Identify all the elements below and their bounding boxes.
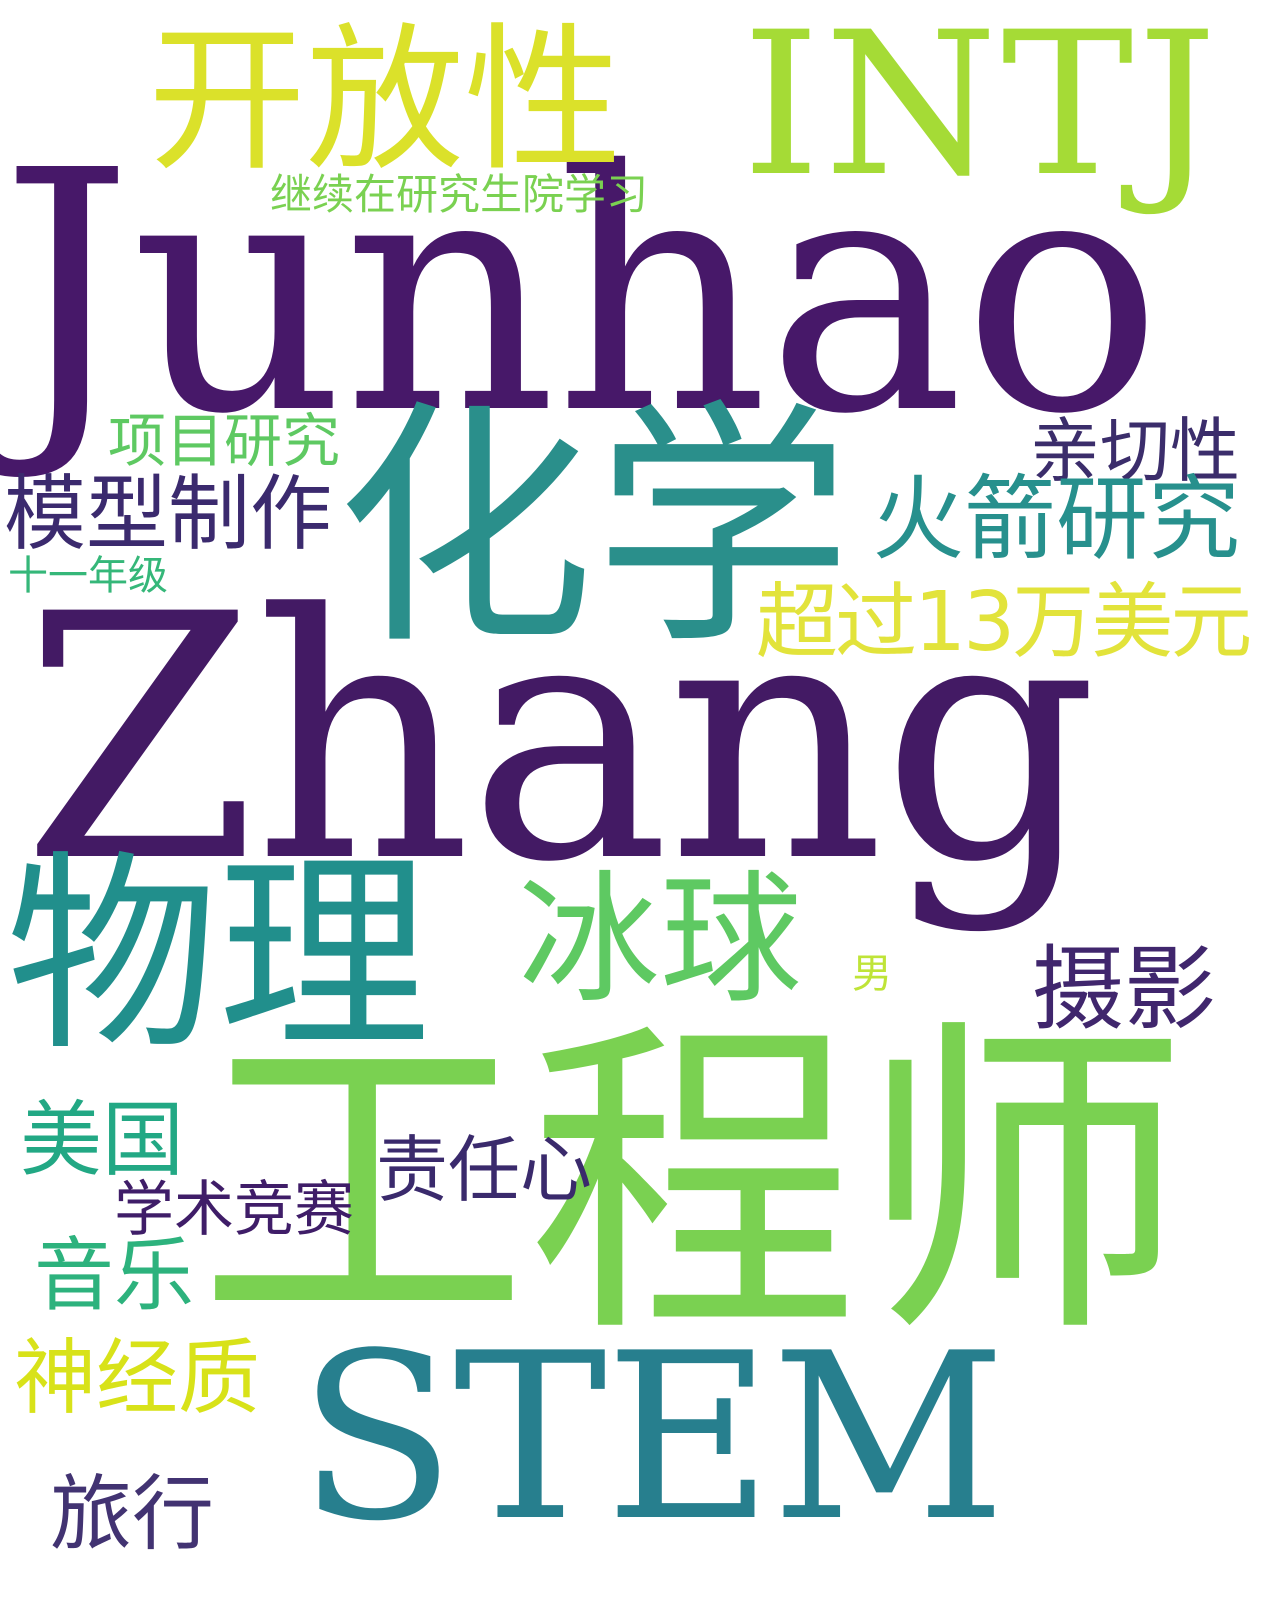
word-academic-competition: 学术竞赛 bbox=[114, 1175, 354, 1245]
word-usa: 美国 bbox=[20, 1093, 185, 1188]
word-photography: 摄影 bbox=[1032, 936, 1217, 1043]
word-chemistry: 化学 bbox=[336, 379, 852, 679]
word-engineer: 工程师 bbox=[198, 993, 1188, 1377]
word-model-making: 模型制作 bbox=[4, 467, 333, 562]
word-grade-eleven: 十一年级 bbox=[8, 553, 168, 599]
word-intj: INTJ bbox=[742, 0, 1221, 220]
word-project-research: 项目研究 bbox=[108, 407, 341, 475]
word-hockey: 冰球 bbox=[518, 858, 802, 1023]
word-conscientiousness: 责任心 bbox=[376, 1128, 593, 1212]
word-income: 超过13万美元 bbox=[756, 575, 1252, 670]
word-zhang: Zhang bbox=[22, 542, 1098, 936]
word-stem: STEM bbox=[298, 1305, 1006, 1572]
word-music: 音乐 bbox=[34, 1229, 194, 1322]
word-male: 男 bbox=[852, 951, 892, 997]
word-agreeableness: 亲切性 bbox=[1030, 410, 1240, 492]
word-physics: 物理 bbox=[6, 832, 430, 1079]
word-junhao: Junhao bbox=[0, 101, 1162, 487]
word-graduate-study: 继续在研究生院学习 bbox=[270, 170, 649, 219]
word-openness: 开放性 bbox=[148, 9, 622, 193]
word-rocket-research: 火箭研究 bbox=[872, 466, 1241, 573]
word-travel: 旅行 bbox=[50, 1467, 215, 1562]
word-neuroticism: 神经质 bbox=[14, 1331, 261, 1426]
